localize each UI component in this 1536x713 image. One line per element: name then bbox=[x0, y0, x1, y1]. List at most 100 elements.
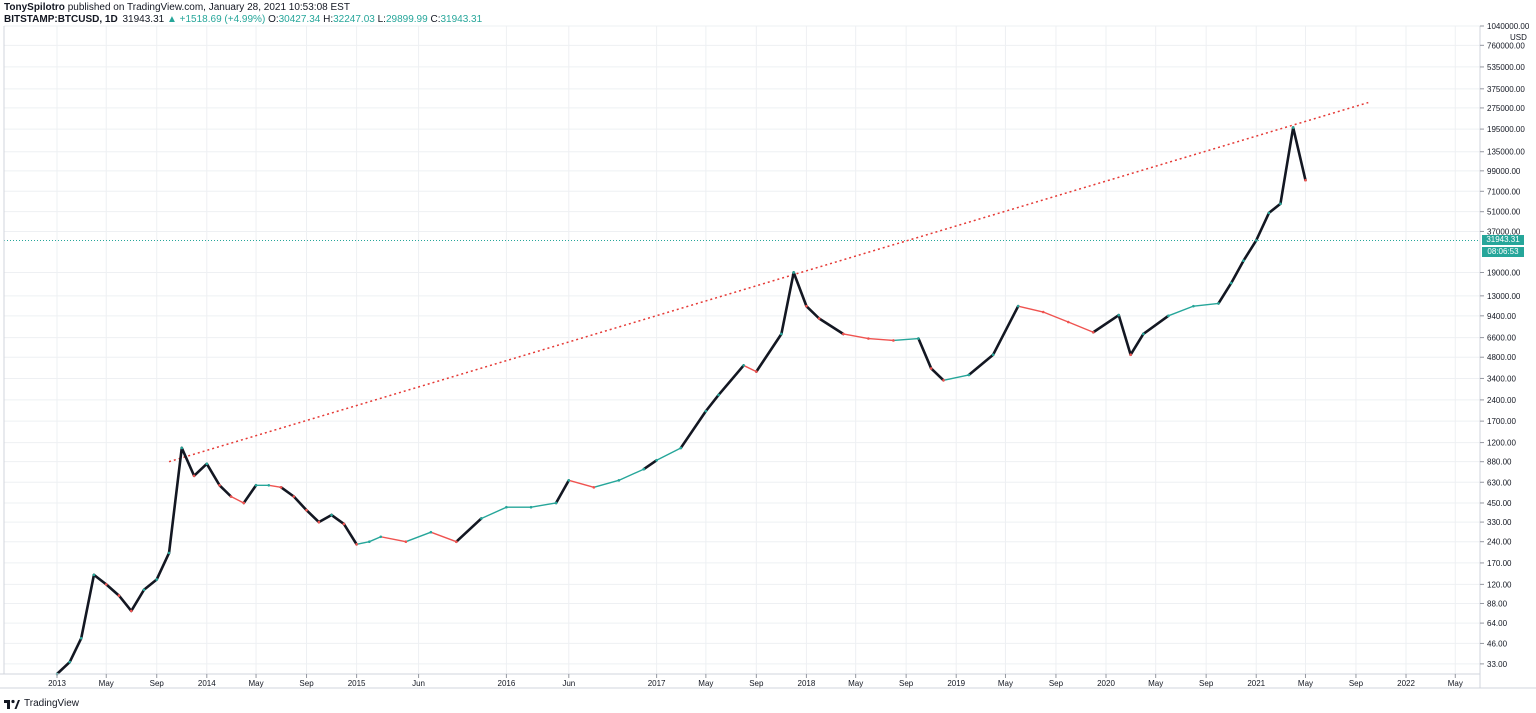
price-segment bbox=[1291, 126, 1307, 182]
price-point bbox=[279, 486, 283, 489]
price-segment bbox=[455, 517, 483, 543]
price-point bbox=[929, 367, 933, 370]
x-tick-label: 2020 bbox=[1097, 679, 1115, 688]
price-point bbox=[355, 543, 358, 546]
y-tick-label: 9400.00 bbox=[1487, 312, 1516, 321]
price-segment bbox=[929, 367, 945, 382]
price-point bbox=[642, 467, 646, 471]
x-tick-label: 2013 bbox=[48, 679, 66, 688]
price-point bbox=[567, 479, 571, 482]
price-point bbox=[218, 483, 221, 487]
y-tick-label: 13000.00 bbox=[1487, 292, 1521, 301]
y-tick-label: 6600.00 bbox=[1487, 334, 1516, 343]
price-segment bbox=[1091, 313, 1121, 334]
price-segment bbox=[991, 304, 1020, 356]
price-segment bbox=[1067, 321, 1094, 333]
y-tick-label: 37000.00 bbox=[1487, 227, 1521, 236]
price-segment bbox=[430, 531, 458, 543]
x-tick-label: Sep bbox=[299, 679, 314, 688]
price-segment bbox=[755, 332, 783, 373]
axes: 1040000.00 760000.00 535000.00 375000.00 275… bbox=[0, 22, 1536, 689]
price-point bbox=[717, 393, 720, 397]
x-tick-label: Jun bbox=[562, 679, 575, 688]
y-tick-label: 64.00 bbox=[1487, 619, 1508, 628]
price-segment bbox=[792, 271, 808, 308]
price-segment bbox=[967, 353, 995, 377]
price-segment bbox=[305, 508, 321, 524]
price-point bbox=[429, 530, 433, 534]
price-segment bbox=[342, 522, 358, 546]
price-segment bbox=[618, 468, 645, 482]
price-point bbox=[129, 609, 133, 613]
price-segment bbox=[554, 479, 571, 505]
price-segment bbox=[180, 446, 196, 478]
price-point bbox=[242, 501, 246, 505]
price-point bbox=[292, 495, 296, 498]
price-point bbox=[805, 304, 808, 308]
x-tick-label: May bbox=[1148, 679, 1163, 688]
price-segment bbox=[1242, 239, 1258, 263]
price-segment bbox=[1167, 305, 1195, 317]
price-point bbox=[592, 486, 596, 489]
x-tick-label: 2019 bbox=[947, 679, 965, 688]
symbol-name[interactable]: BITSTAMP:BTCUSD, 1D bbox=[4, 14, 118, 25]
price-point bbox=[867, 337, 870, 340]
price-point bbox=[92, 573, 96, 577]
y-tick-label: 33.00 bbox=[1487, 660, 1508, 669]
price-point bbox=[317, 520, 321, 524]
price-segment bbox=[155, 551, 171, 581]
price-change: ▲ +1518.69 (+4.99%) bbox=[166, 14, 266, 25]
open-label: O: bbox=[268, 14, 279, 25]
y-tick-label: 51000.00 bbox=[1487, 208, 1521, 217]
x-tick-label: May bbox=[1298, 679, 1313, 688]
price-point bbox=[617, 479, 621, 482]
price-point bbox=[1229, 281, 1233, 285]
price-segment bbox=[218, 483, 233, 498]
close-label: C: bbox=[430, 14, 441, 25]
x-tick-label: May bbox=[998, 679, 1013, 688]
price-segment bbox=[142, 578, 159, 592]
y-tick-label: 71000.00 bbox=[1487, 187, 1521, 196]
x-tick-label: Sep bbox=[899, 679, 914, 688]
price-segment bbox=[917, 337, 933, 370]
price-segment bbox=[1129, 332, 1145, 356]
y-tick-label: 4800.00 bbox=[1487, 353, 1516, 362]
y-tick-label: 99000.00 bbox=[1487, 167, 1521, 176]
x-tick-label: Sep bbox=[749, 679, 764, 688]
price-point bbox=[205, 462, 209, 466]
bar-countdown-badge: 08:06:53 bbox=[1482, 247, 1524, 258]
y-tick-label: 88.00 bbox=[1487, 599, 1508, 608]
price-point bbox=[117, 594, 121, 597]
price-point bbox=[942, 378, 945, 382]
x-tick-label: 2014 bbox=[198, 679, 216, 688]
price-point bbox=[704, 409, 708, 413]
price-point bbox=[792, 271, 795, 274]
x-tick-label: May bbox=[99, 679, 114, 688]
price-point bbox=[229, 495, 233, 498]
price-segment bbox=[817, 317, 845, 336]
price-segment bbox=[942, 374, 970, 381]
price-segment bbox=[368, 536, 382, 543]
price-point bbox=[1117, 313, 1121, 317]
price-point bbox=[742, 364, 745, 367]
y-tick-label: 880.00 bbox=[1487, 458, 1512, 467]
price-segment bbox=[279, 486, 296, 498]
tradingview-brand[interactable]: TradingView bbox=[4, 696, 79, 710]
x-tick-label: Jun bbox=[412, 679, 425, 688]
price-point bbox=[379, 535, 383, 539]
x-tick-label: Sep bbox=[150, 679, 165, 688]
current-price-badge: 31943.31 bbox=[1482, 235, 1524, 246]
publish-info: TonySpilotro published on TradingView.co… bbox=[4, 2, 350, 14]
price-segment bbox=[1279, 126, 1295, 206]
price-point bbox=[1291, 126, 1295, 129]
x-tick-label: May bbox=[848, 679, 863, 688]
price-point bbox=[1142, 332, 1145, 336]
price-point bbox=[780, 332, 783, 336]
price-segment bbox=[1267, 202, 1282, 215]
author-name[interactable]: TonySpilotro bbox=[4, 2, 65, 13]
price-point bbox=[1066, 320, 1070, 324]
last-price: 31943.31 bbox=[122, 14, 165, 25]
price-segment bbox=[742, 364, 758, 373]
